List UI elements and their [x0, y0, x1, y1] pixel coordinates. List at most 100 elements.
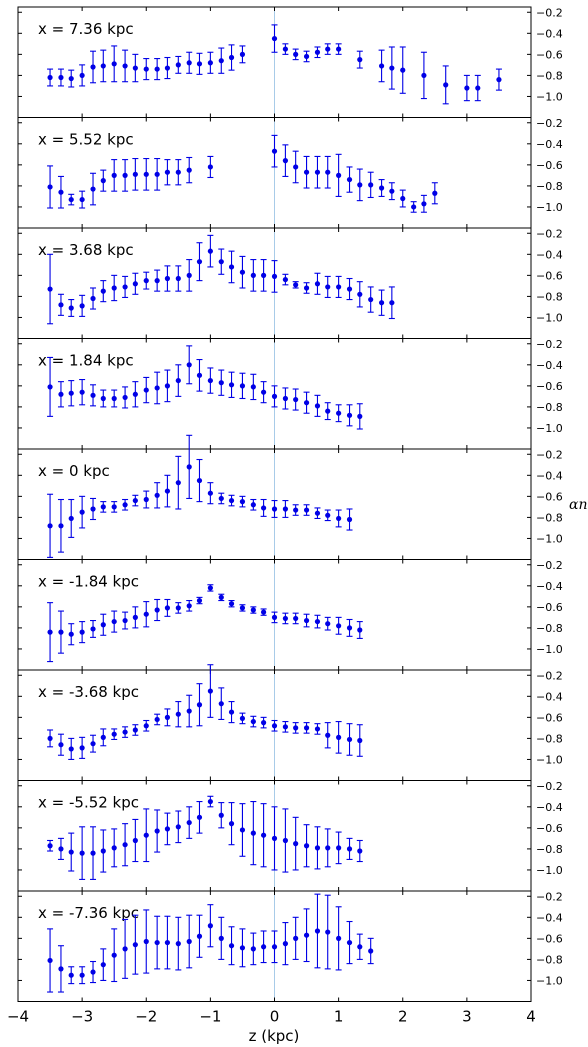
marker [271, 35, 278, 42]
marker [303, 843, 310, 849]
data-point [420, 51, 427, 100]
data-point [57, 733, 64, 756]
data-point [367, 171, 374, 199]
data-point [292, 916, 299, 960]
marker [250, 718, 256, 725]
data-point [47, 839, 54, 852]
marker [100, 395, 106, 402]
marker [68, 75, 74, 82]
marker [100, 288, 106, 294]
marker [132, 942, 138, 948]
data-point [164, 708, 171, 727]
marker [122, 502, 128, 508]
data-point [196, 800, 203, 834]
marker [325, 284, 331, 290]
data-point [122, 386, 129, 409]
marker [58, 629, 64, 635]
x-tick-label: 2 [398, 1008, 408, 1026]
marker [357, 848, 363, 854]
data-point [346, 508, 353, 531]
data-point [175, 55, 182, 74]
data-point [111, 728, 118, 741]
data-point [47, 253, 54, 325]
marker [111, 731, 117, 737]
marker [79, 72, 85, 79]
data-point [196, 242, 203, 282]
marker [90, 850, 96, 856]
data-point [100, 501, 107, 513]
data-point [207, 664, 214, 718]
data-point [474, 74, 481, 102]
marker [100, 848, 106, 854]
data-point [335, 831, 342, 865]
marker [325, 621, 331, 627]
panel-label: x = 3.68 kpc [38, 241, 134, 259]
marker [271, 393, 278, 399]
marker [132, 391, 138, 397]
data-point [132, 914, 139, 975]
data-point [57, 945, 64, 993]
data-point [271, 24, 278, 53]
data-point [463, 74, 470, 102]
marker [164, 605, 171, 611]
marker [132, 837, 138, 844]
marker [346, 516, 353, 523]
data-point [250, 498, 257, 511]
data-point [122, 918, 129, 979]
data-point [164, 56, 171, 80]
data-point [335, 43, 342, 55]
marker [271, 614, 278, 620]
marker [282, 724, 289, 730]
data-point [314, 272, 321, 295]
marker [154, 278, 160, 284]
marker [271, 944, 278, 950]
data-point [111, 159, 118, 192]
marker [282, 506, 289, 512]
marker [303, 932, 310, 938]
marker [389, 300, 395, 306]
marker [239, 605, 246, 611]
data-point [207, 155, 214, 179]
data-point [218, 47, 225, 74]
marker [186, 708, 192, 714]
marker [122, 394, 128, 401]
data-point [356, 839, 363, 863]
panel-2: −0.2 −0.4 −0.6 −0.8 −1.0 x = 5.52 kpc [17, 117, 563, 229]
data-point [356, 281, 363, 308]
marker [143, 387, 149, 393]
data-point [356, 403, 363, 430]
data-point [378, 289, 385, 316]
data-point [260, 716, 267, 729]
x-tick-label: −2 [135, 1008, 157, 1026]
marker [143, 832, 149, 838]
marker [336, 410, 342, 416]
data-point [324, 402, 331, 421]
marker [303, 400, 310, 406]
data-point [79, 826, 86, 880]
data-point [346, 618, 353, 637]
marker [90, 969, 96, 975]
marker [271, 723, 278, 729]
marker [111, 61, 117, 67]
marker [357, 413, 363, 419]
x-axis-title: z (kpc) [249, 1027, 300, 1045]
marker [164, 275, 171, 282]
data-point [57, 293, 64, 316]
marker [100, 734, 106, 740]
marker [421, 201, 427, 207]
marker [325, 46, 331, 52]
y-tick-label: −0.8 [536, 401, 563, 414]
marker [122, 842, 128, 848]
marker [111, 172, 117, 178]
marker [271, 273, 278, 280]
data-point [314, 614, 321, 629]
marker [282, 941, 289, 947]
data-point [164, 598, 171, 617]
marker [196, 597, 203, 604]
data-point [68, 69, 75, 88]
marker [314, 845, 321, 851]
data-point [90, 172, 97, 206]
panel-5: −0.2 −0.4 −0.6 −0.8 −1.0 x = 0 kpc [17, 434, 563, 560]
marker [154, 607, 160, 613]
